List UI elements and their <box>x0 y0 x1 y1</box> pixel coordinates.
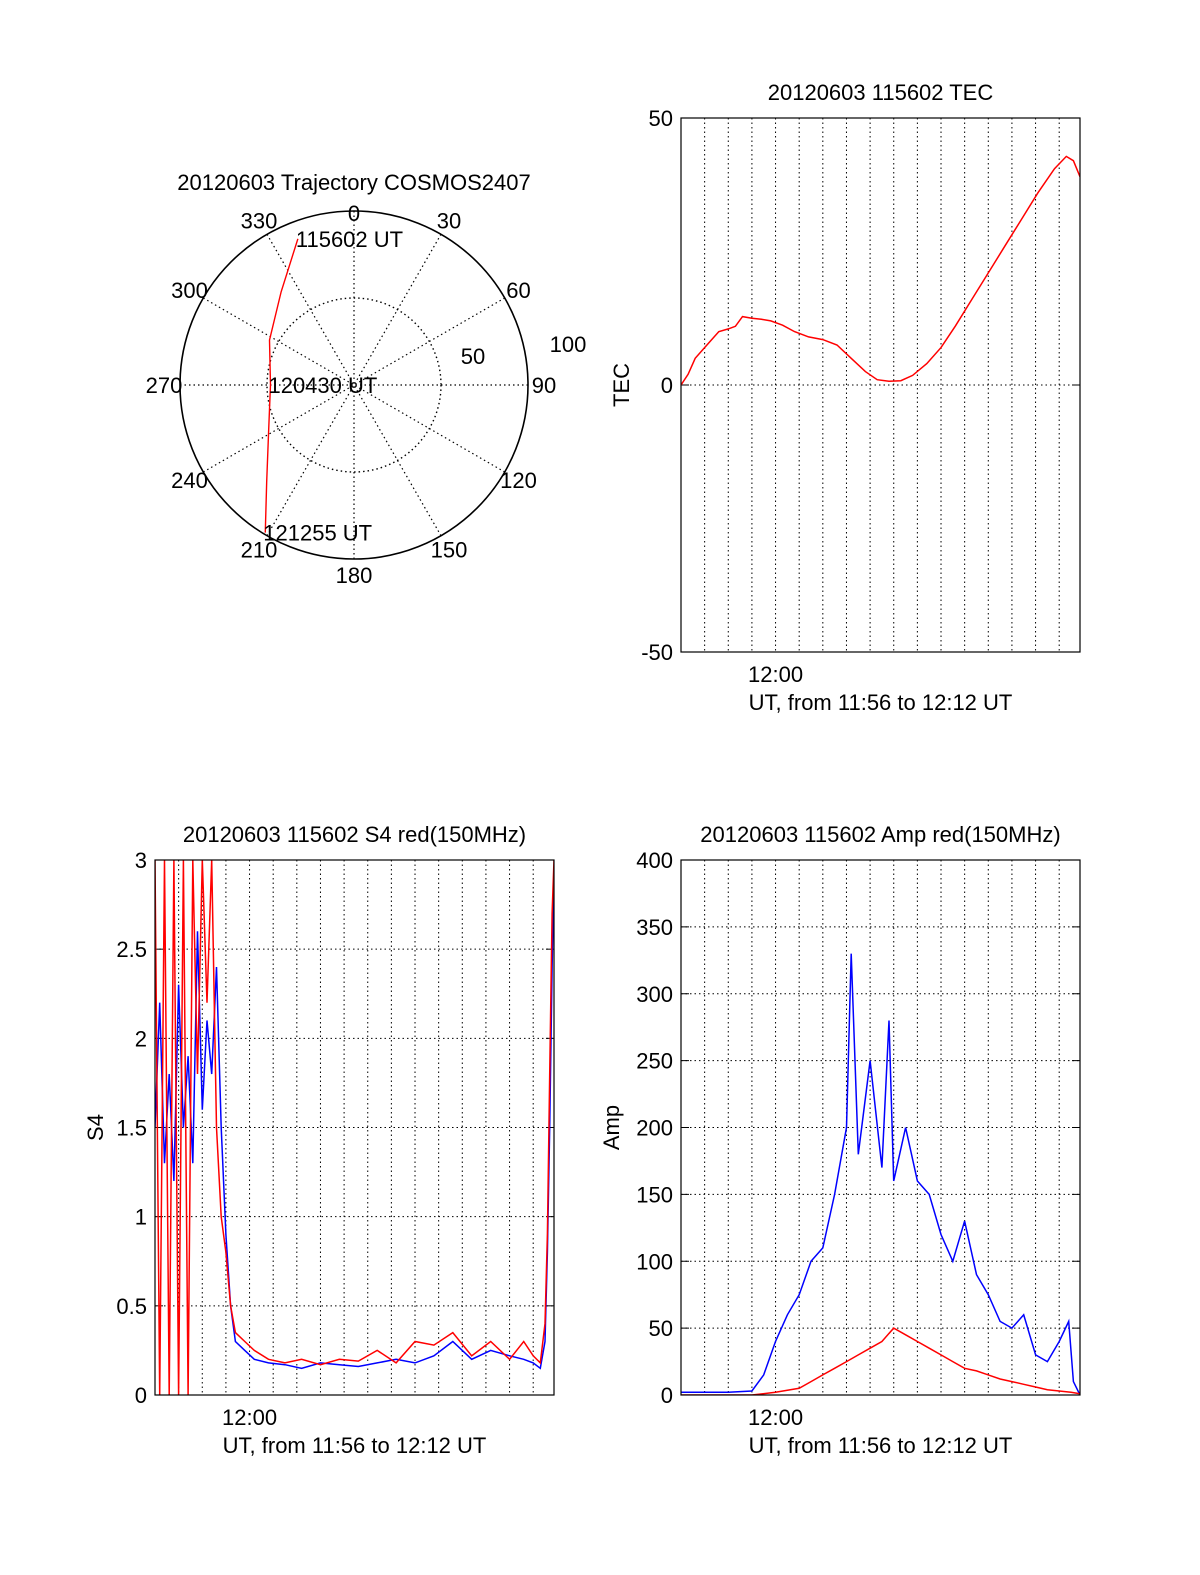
ytick-label: 300 <box>636 982 673 1007</box>
plot-frame <box>680 859 1081 1396</box>
ytick-label: -50 <box>641 640 673 665</box>
series-line-1 <box>681 1327 1080 1395</box>
ytick-label: 3 <box>135 848 147 873</box>
trajectory-polar-plot: 20120603 Trajectory COSMOS2407 0 30 60 90 120… <box>146 170 587 588</box>
trajectory-time-label: 121255 UT <box>263 521 372 546</box>
ytick-label: 150 <box>636 1182 673 1207</box>
ytick-label: 350 <box>636 915 673 940</box>
azimuth-label: 330 <box>241 208 278 233</box>
series-group <box>681 953 1080 1395</box>
xtick-label: 12:00 <box>748 662 803 687</box>
polar-title: 20120603 Trajectory COSMOS2407 <box>177 170 530 195</box>
ytick-label: 200 <box>636 1116 673 1141</box>
plot-title: 20120603 115602 Amp red(150MHz) <box>700 822 1060 847</box>
tec-plot: 20120603 115602 TEC -50 0 50 12:00 UT, from 1… <box>609 80 1081 715</box>
azimuth-label: 300 <box>171 278 208 303</box>
ytick-label: 2 <box>135 1026 147 1051</box>
radius-label: 50 <box>461 344 485 369</box>
ytick-label: 0 <box>135 1383 147 1408</box>
azimuth-label: 240 <box>171 468 208 493</box>
xtick-label: 12:00 <box>748 1405 803 1430</box>
azimuth-label: 210 <box>241 538 278 563</box>
plot-title: 20120603 115602 TEC <box>768 80 994 105</box>
x-axis-label: UT, from 11:56 to 12:12 UT <box>749 690 1013 715</box>
ytick-label: 0.5 <box>116 1294 147 1319</box>
x-axis-label: UT, from 11:56 to 12:12 UT <box>749 1433 1013 1458</box>
azimuth-label: 150 <box>431 538 468 563</box>
ytick-label: 2.5 <box>116 937 147 962</box>
amp-plot: 20120603 115602 Amp red(150MHz) 0 50 100 150… <box>599 822 1081 1458</box>
xtick-label: 12:00 <box>222 1405 277 1430</box>
ytick-label: 0 <box>661 1383 673 1408</box>
azimuth-label: 120 <box>500 468 537 493</box>
series-line-1 <box>155 860 554 1395</box>
y-axis-label: S4 <box>83 1114 108 1141</box>
series-group <box>155 860 554 1395</box>
trajectory-time-label: 115602 UT <box>296 227 403 252</box>
polar-ring-50 <box>266 297 442 473</box>
ytick-label: 400 <box>636 848 673 873</box>
azimuth-label: 60 <box>506 278 530 303</box>
series-group <box>681 155 1080 386</box>
ytick-label: 50 <box>649 1316 673 1341</box>
ytick-label: 250 <box>636 1049 673 1074</box>
ytick-label: 100 <box>636 1249 673 1274</box>
ytick-label: 1.5 <box>116 1116 147 1141</box>
y-axis-label: Amp <box>599 1105 624 1150</box>
trajectory-line <box>264 238 299 533</box>
plot-title: 20120603 115602 S4 red(150MHz) <box>183 822 526 847</box>
series-line-0 <box>155 877 554 1370</box>
azimuth-label: 0 <box>348 201 360 226</box>
x-axis-label: UT, from 11:56 to 12:12 UT <box>223 1433 487 1458</box>
ytick-label: 0 <box>661 373 673 398</box>
trajectory-time-label: 120430 UT <box>268 373 377 398</box>
s4-plot: 20120603 115602 S4 red(150MHz) 0 0.5 1 1.5 2 2… <box>83 822 555 1458</box>
ytick-label: 50 <box>649 106 673 131</box>
azimuth-label: 90 <box>532 373 556 398</box>
series-line-0 <box>681 953 1080 1395</box>
ytick-label: 1 <box>135 1205 147 1230</box>
plot-frame <box>680 117 1081 653</box>
polar-ring-outer <box>179 210 529 560</box>
y-axis-label: TEC <box>609 363 634 407</box>
azimuth-label: 180 <box>336 563 373 588</box>
azimuth-label: 30 <box>437 208 461 233</box>
azimuth-label: 270 <box>146 373 183 398</box>
series-line-0 <box>681 155 1080 386</box>
plot-frame <box>154 859 555 1396</box>
radius-label: 100 <box>550 332 587 357</box>
